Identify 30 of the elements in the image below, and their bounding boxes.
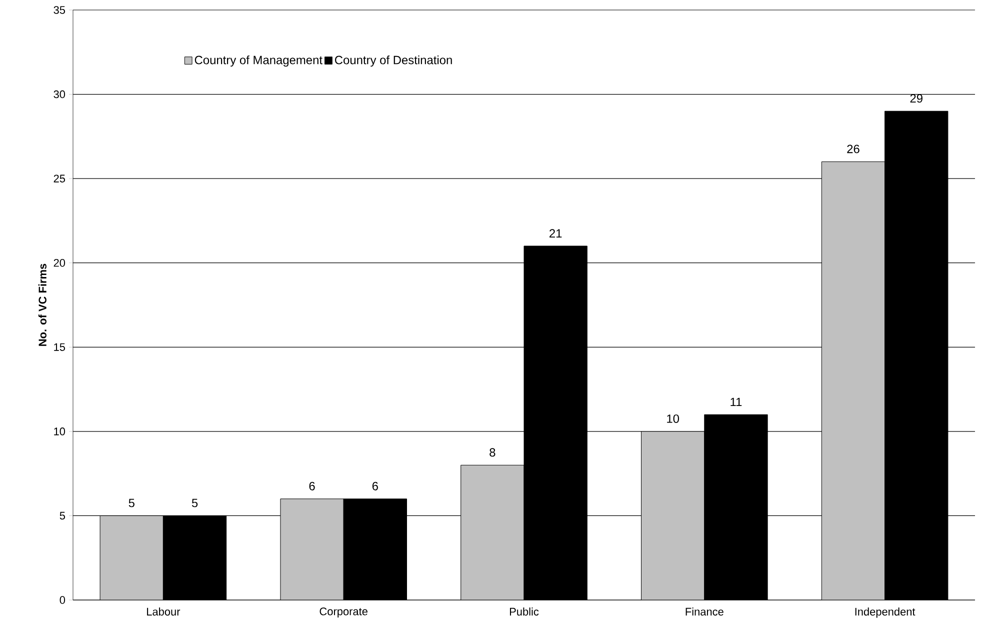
data-label: 11 bbox=[730, 398, 742, 406]
bar bbox=[280, 498, 344, 600]
x-tick-label: Independent bbox=[855, 608, 916, 618]
bar bbox=[460, 464, 524, 600]
y-tick-label: 20 bbox=[54, 258, 66, 267]
y-tick-label: 25 bbox=[54, 174, 66, 182]
y-tick-label: 5 bbox=[60, 512, 66, 520]
x-tick-label: Corporate bbox=[320, 608, 368, 618]
data-label: 5 bbox=[128, 498, 134, 508]
data-label: 8 bbox=[490, 448, 496, 457]
y-tick-label: 15 bbox=[54, 343, 66, 351]
y-axis-title: No. of VC Firms bbox=[38, 264, 46, 346]
data-label: 26 bbox=[847, 144, 860, 154]
x-tick-label: Labour bbox=[147, 608, 180, 616]
data-label: 10 bbox=[667, 414, 680, 423]
data-label: 5 bbox=[192, 498, 198, 508]
y-tick-label: 0 bbox=[60, 596, 66, 604]
y-tick-label: 10 bbox=[54, 428, 66, 436]
x-tick-label: Public bbox=[510, 608, 539, 616]
data-label: 6 bbox=[309, 482, 315, 490]
bar bbox=[100, 515, 164, 600]
bar bbox=[641, 431, 705, 600]
legend-label: Country of Destination bbox=[335, 55, 452, 67]
data-label: 6 bbox=[372, 482, 378, 490]
y-tick-label: 30 bbox=[54, 90, 66, 98]
data-label: 21 bbox=[550, 229, 562, 238]
bar bbox=[821, 161, 886, 600]
legend-label: Country of Management bbox=[194, 55, 322, 67]
x-tick-label: Finance bbox=[686, 608, 724, 616]
y-tick-label: 35 bbox=[54, 6, 66, 14]
